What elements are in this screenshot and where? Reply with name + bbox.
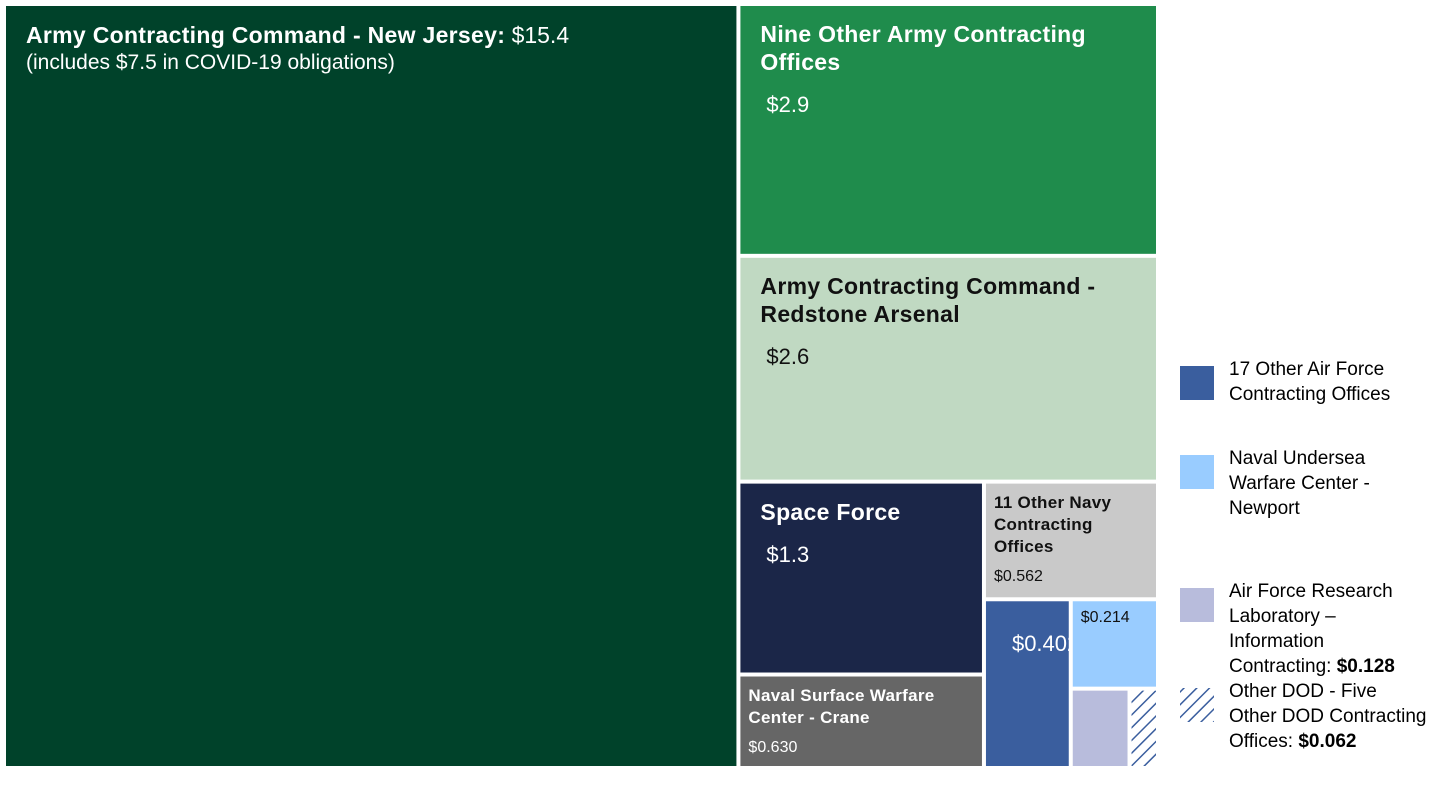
cell-name: Naval Surface Warfare Center - Crane [748, 685, 935, 727]
legend-value: $0.062 [1298, 731, 1357, 752]
cell-label-box: $0.402 [986, 601, 1069, 766]
cell-value: $0.214 [1080, 609, 1130, 627]
treemap-cell [740, 6, 1156, 254]
cell-label: Nine Other Army Contracting Offices $2.9 [740, 6, 1156, 254]
cell-label: $0.402 [986, 601, 1069, 766]
cell-name: Army Contracting Command - New Jersey: [26, 22, 506, 48]
legend-text: 17 Other Air Force Contracting Offices [1229, 357, 1427, 407]
cell-label: $0.214 [1073, 601, 1156, 686]
legend-label: Air Force Research Laboratory – Informat… [1229, 581, 1393, 677]
treemap-cell [740, 483, 982, 673]
cell-value: $0.630 [748, 738, 798, 756]
cell-title-line: Army Contracting Command - New Jersey: $… [26, 20, 716, 50]
cell-name: Nine Other Army Contracting Offices [760, 21, 1086, 75]
legend-swatch [1180, 366, 1214, 400]
treemap-cell [985, 483, 1156, 598]
treemap-cell [740, 257, 1156, 480]
cell-label-box: Army Contracting Command - New Jersey: $… [6, 6, 736, 766]
legend-entry: 17 Other Air Force Contracting Offices [1229, 357, 1427, 407]
legend-text: Air Force Research Laboratory – Informat… [1229, 579, 1427, 679]
legend-label: Other DOD - Five Other DOD Contracting O… [1229, 681, 1427, 752]
cell-label-box: 11 Other Navy Contracting Offices $0.562 [986, 484, 1156, 598]
treemap-cell [6, 6, 737, 766]
cell-value: $1.3 [766, 541, 810, 567]
annotation: (includes $7.5 in COVID-19 obligations) [26, 51, 395, 74]
cell-name: Space Force [760, 498, 901, 525]
cell-label: Army Contracting Command - New Jersey: $… [6, 6, 736, 766]
cell-label-box: Space Force $1.3 [740, 484, 982, 673]
cell-label: Naval Surface Warfare Center - Crane $0.6… [740, 677, 982, 766]
cell-value: $0.402 [1011, 631, 1069, 657]
cell-label-box: Naval Surface Warfare Center - Crane $0.6… [740, 677, 982, 766]
legend-value: $0.128 [1336, 656, 1395, 677]
cell-value: $0.562 [993, 567, 1043, 585]
legend-entry: Air Force Research Laboratory – Informat… [1229, 579, 1427, 679]
legend-swatch [1180, 688, 1214, 722]
cell-label: 11 Other Navy Contracting Offices $0.562 [986, 484, 1156, 598]
cell-label-box: $0.214 [1073, 601, 1156, 686]
cell-label: Army Contracting Command - Redstone Arse… [740, 258, 1156, 480]
treemap-cell [740, 676, 982, 766]
treemap-cell [1072, 690, 1128, 766]
treemap-cell [1072, 601, 1156, 687]
legend-label: Naval Undersea Warfare Center - Newport [1229, 448, 1370, 519]
legend-entry: Naval Undersea Warfare Center - Newport [1229, 446, 1427, 521]
treemap-cell [1131, 690, 1156, 766]
legend-text: Other DOD - Five Other DOD Contracting O… [1229, 679, 1427, 754]
legend-entry: Other DOD - Five Other DOD Contracting O… [1229, 679, 1427, 754]
cell-name: 11 Other Navy Contracting Offices [993, 492, 1112, 556]
cell-label-box: Army Contracting Command - Redstone Arse… [740, 258, 1156, 480]
legend-label: 17 Other Air Force Contracting Offices [1229, 359, 1391, 405]
cell-value: $15.4 [511, 22, 570, 48]
cell-label-box: Nine Other Army Contracting Offices $2.9 [740, 6, 1156, 254]
legend-swatch [1180, 588, 1214, 622]
cell-label: Space Force $1.3 [740, 484, 982, 673]
cell-name: Army Contracting Command - Redstone Arse… [760, 272, 1096, 327]
cell-value: $2.6 [766, 343, 810, 369]
legend-text: Naval Undersea Warfare Center - Newport [1229, 446, 1427, 521]
cell-value: $2.9 [766, 92, 810, 117]
treemap-cell [985, 601, 1069, 766]
legend-swatch [1180, 455, 1214, 489]
